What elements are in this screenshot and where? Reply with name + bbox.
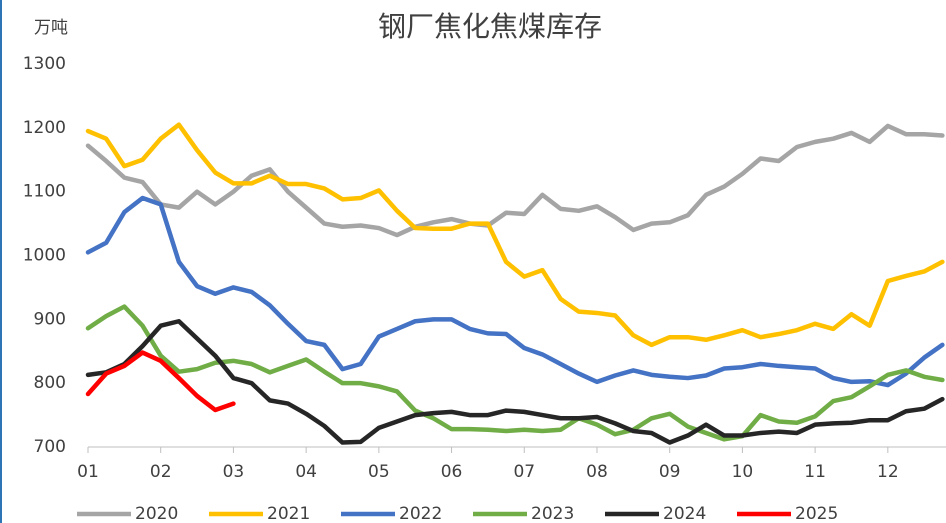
legend-label: 2025: [795, 504, 838, 523]
y-tick-label: 800: [34, 373, 66, 393]
line-series: [85, 122, 945, 348]
line-series: [85, 195, 945, 388]
y-tick-label: 1000: [23, 246, 66, 266]
line-series: [85, 304, 945, 442]
x-tick-label: 02: [150, 462, 172, 482]
y-tick-label: 700: [34, 437, 66, 457]
line-series: [85, 350, 236, 413]
x-tick-label: 06: [441, 462, 463, 482]
x-tick-label: 01: [77, 462, 99, 482]
line-series: [85, 123, 945, 238]
line-series: [85, 318, 945, 445]
legend-label: 2023: [531, 504, 574, 523]
x-tick-label: 08: [586, 462, 608, 482]
x-tick-label: 04: [295, 462, 317, 482]
x-tick-label: 05: [368, 462, 390, 482]
legend-label: 2020: [135, 504, 178, 523]
x-tick-label: 07: [513, 462, 535, 482]
y-tick-label: 1300: [23, 54, 66, 74]
y-unit: 万吨: [34, 18, 68, 38]
x-tick-label: 09: [659, 462, 681, 482]
y-tick-label: 1200: [23, 118, 66, 138]
y-tick-label: 1100: [23, 182, 66, 202]
x-tick-label: 12: [877, 462, 899, 482]
legend-label: 2022: [399, 504, 442, 523]
x-tick-label: 03: [223, 462, 245, 482]
x-tick-label: 10: [732, 462, 754, 482]
y-tick-label: 900: [34, 309, 66, 329]
legend-label: 2024: [663, 504, 706, 523]
chart-title: 钢厂焦化焦煤库存: [378, 10, 602, 43]
x-tick-label: 11: [804, 462, 826, 482]
legend-label: 2021: [267, 504, 310, 523]
